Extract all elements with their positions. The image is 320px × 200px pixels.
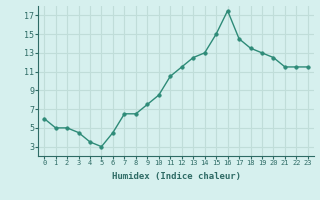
X-axis label: Humidex (Indice chaleur): Humidex (Indice chaleur)	[111, 172, 241, 181]
